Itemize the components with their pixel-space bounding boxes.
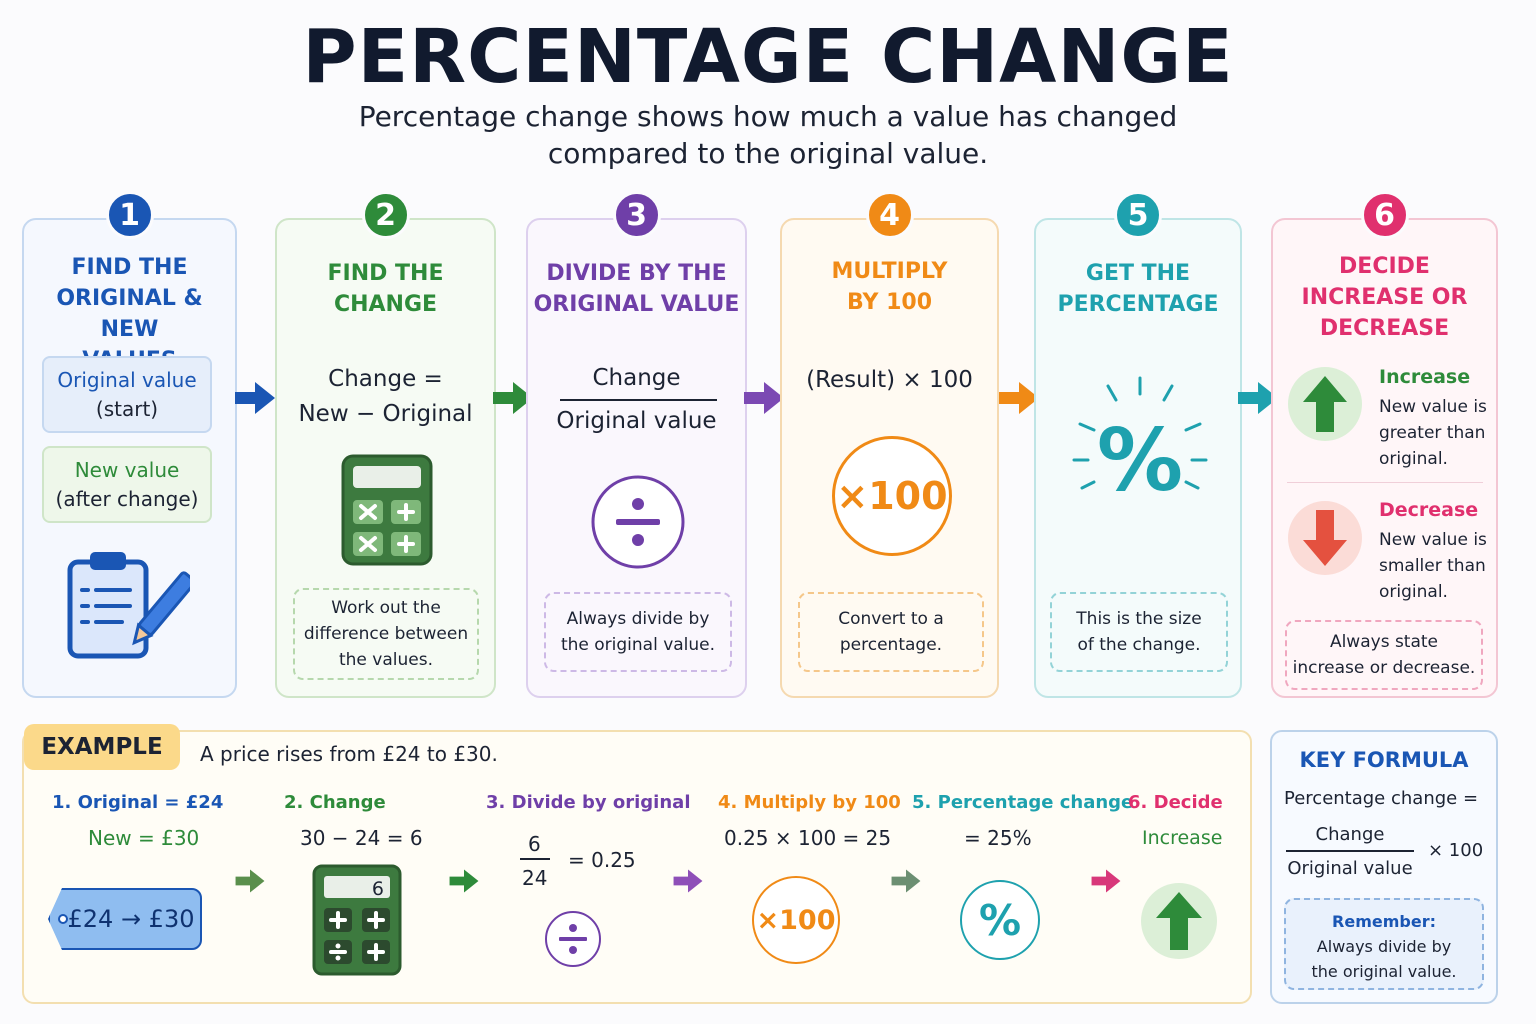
step-6-title: DECIDE INCREASE OR DECREASE <box>1301 254 1468 341</box>
step-1-badge: 1 <box>105 191 154 239</box>
example-arrow-2-icon <box>449 869 479 893</box>
page-title: PERCENTAGE CHANGE <box>302 14 1234 100</box>
times-100-icon: ×100 <box>832 436 952 556</box>
step-5-badge: 5 <box>1114 191 1162 239</box>
key-formula-title: KEY FORMULA <box>1299 748 1469 772</box>
example-step-1-head: 1. Original = £24 <box>52 792 224 813</box>
example-step-1-line: New = £30 <box>88 826 200 850</box>
increase-text: New value is greater than original. <box>1379 397 1487 469</box>
example-step-5-head: 5. Percentage change <box>912 792 1134 813</box>
key-formula-numerator: Change <box>1315 824 1385 845</box>
example-divide-icon <box>545 911 601 967</box>
divide-icon <box>591 475 685 569</box>
divider <box>1287 482 1483 483</box>
example-times-100-icon: ×100 <box>752 876 840 964</box>
example-arrow-1-icon <box>235 869 265 893</box>
example-fraction-bar <box>520 858 550 860</box>
step-1-card: 1 FIND THE ORIGINAL & NEW VALUES Origina… <box>22 191 237 698</box>
step-4-title: MULTIPLY BY 100 <box>831 259 948 315</box>
step-3-badge: 3 <box>612 191 661 239</box>
multiply-formula: (Result) × 100 <box>806 367 973 393</box>
example-arrow-3-icon <box>673 869 703 893</box>
example-arrow-5-icon <box>1091 869 1121 893</box>
example-description: A price rises from £24 to £30. <box>200 742 498 766</box>
step-3-card: 3 DIVIDE BY THE ORIGINAL VALUE Change Or… <box>526 191 747 698</box>
step-2-badge: 2 <box>361 191 410 239</box>
example-increase-arrow-icon <box>1141 883 1217 959</box>
step-3-title: DIVIDE BY THE ORIGINAL VALUE <box>533 261 740 317</box>
new-value-box: New value (after change) <box>42 446 212 523</box>
key-formula-denominator: Original value <box>1287 858 1413 879</box>
example-panel: EXAMPLE A price rises from £24 to £30. 1… <box>22 724 1252 1004</box>
divide-fraction-denominator: Original value <box>556 408 717 434</box>
step-6-badge: 6 <box>1360 191 1409 239</box>
step-6-card: 6 DECIDE INCREASE OR DECREASE Increase N… <box>1271 191 1498 698</box>
svg-text:%: % <box>1097 411 1183 508</box>
key-formula-bar <box>1286 850 1414 852</box>
decrease-label: Decrease <box>1379 499 1479 521</box>
arrow-5-icon <box>1238 382 1278 414</box>
example-fraction-numerator: 6 <box>528 832 541 856</box>
example-step-4-line: 0.25 × 100 = 25 <box>724 826 892 850</box>
remember-box: Remember: Always divide by the original … <box>1284 898 1484 990</box>
example-fraction-result: = 0.25 <box>568 848 636 872</box>
arrow-1-icon <box>235 382 275 414</box>
divide-fraction-numerator: Change <box>592 365 681 391</box>
original-value-box: Original value (start) <box>42 356 212 433</box>
step-6-note: Always state increase or decrease. <box>1285 620 1483 690</box>
key-formula-label: Percentage change = <box>1284 788 1479 809</box>
increase-label: Increase <box>1379 366 1471 388</box>
step-2-card: 2 FIND THE CHANGE Change = New − Origina… <box>275 191 496 698</box>
step-5-note: This is the size of the change. <box>1050 592 1228 672</box>
example-fraction-denominator: 24 <box>522 866 548 890</box>
step-2-note: Work out the difference between the valu… <box>293 588 479 680</box>
clipboard-pencil-icon <box>67 552 190 659</box>
price-tag-icon: £24 → £30 <box>48 888 202 950</box>
arrow-2-icon <box>493 382 533 414</box>
key-formula-panel: KEY FORMULA Percentage change = Change O… <box>1270 730 1498 1004</box>
step-5-card: 5 GET THE PERCENTAGE % This is the size … <box>1034 191 1242 698</box>
calculator-display-value: 6 <box>371 878 384 900</box>
key-formula-times: × 100 <box>1428 840 1484 861</box>
step-5-title: GET THE PERCENTAGE <box>1057 261 1219 317</box>
calculator-icon <box>341 454 433 566</box>
decrease-arrow-icon <box>1288 501 1362 575</box>
page-subtitle: Percentage change shows how much a value… <box>358 100 1178 170</box>
step-4-card: 4 MULTIPLY BY 100 (Result) × 100 ×100 Co… <box>780 191 999 698</box>
fraction-bar <box>560 399 717 401</box>
example-step-6-line: Increase <box>1142 827 1223 849</box>
increase-arrow-icon <box>1288 367 1362 441</box>
example-arrow-4-icon <box>891 869 921 893</box>
step-2-title: FIND THE CHANGE <box>327 261 444 317</box>
example-step-4-head: 4. Multiply by 100 <box>718 792 901 813</box>
example-calculator-icon <box>312 864 402 976</box>
example-step-6-head: 6. Decide <box>1128 792 1223 813</box>
step-4-note: Convert to a percentage. <box>798 592 984 672</box>
arrow-3-icon <box>744 382 784 414</box>
decrease-text: New value is smaller than original. <box>1379 530 1487 602</box>
arrow-4-icon <box>999 382 1039 414</box>
example-step-3-head: 3. Divide by original <box>486 792 691 813</box>
example-step-5-line: = 25% <box>964 826 1032 850</box>
step-4-badge: 4 <box>865 191 914 239</box>
percent-icon: % <box>1072 376 1208 508</box>
example-tag: EXAMPLE <box>24 724 180 770</box>
example-step-2-line: 30 − 24 = 6 <box>300 826 423 850</box>
change-formula: Change = New − Original <box>298 366 473 427</box>
example-percent-icon: % <box>960 880 1040 960</box>
example-step-2-head: 2. Change <box>284 792 386 813</box>
step-3-note: Always divide by the original value. <box>544 592 732 672</box>
price-tag-hole <box>58 914 68 924</box>
